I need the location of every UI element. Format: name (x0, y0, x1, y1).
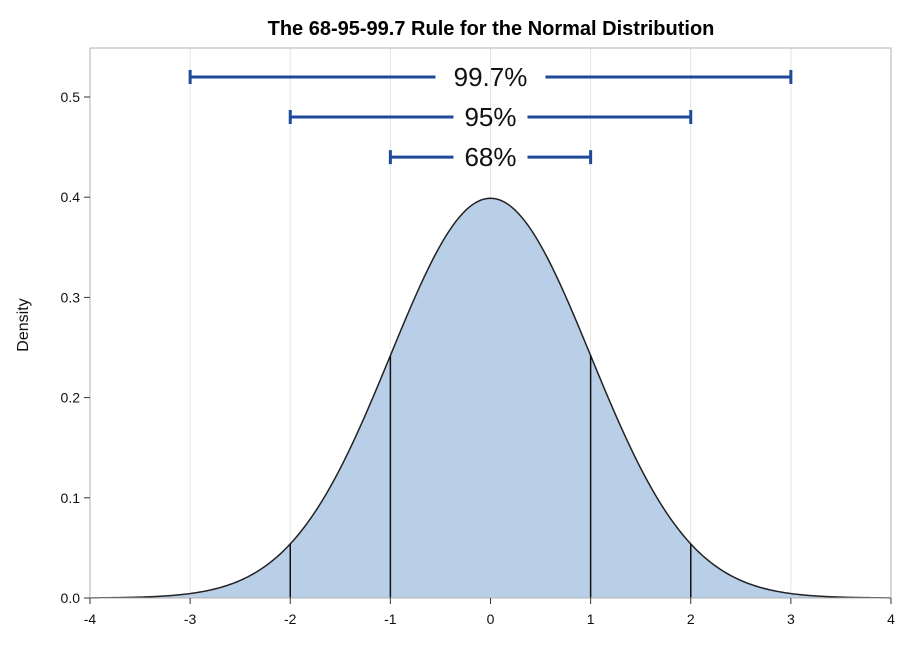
interval-label: 68% (464, 142, 516, 172)
reference-lines (289, 355, 692, 598)
density-curve (89, 197, 892, 599)
y-tick-label: 0.0 (61, 590, 81, 606)
y-axis-label: Density (15, 298, 32, 351)
x-tick-label: 4 (887, 611, 895, 627)
x-tick-label: 2 (687, 611, 695, 627)
interval-label: 95% (464, 102, 516, 132)
y-tick-label: 0.1 (61, 490, 81, 506)
y-tick-label: 0.3 (61, 289, 81, 305)
x-tick-label: -3 (184, 611, 197, 627)
x-tick-label: -1 (384, 611, 397, 627)
interval-brackets: 99.7% 95% 68% (188, 62, 793, 172)
y-axis: 0.0 0.1 0.2 0.3 0.4 0.5 (61, 89, 90, 606)
interval-label: 99.7% (454, 62, 528, 92)
x-axis: -4 -3 -2 -1 0 1 2 3 4 (84, 598, 895, 627)
density-fill (90, 198, 891, 599)
interval-99-7-pct: 99.7% (188, 62, 793, 92)
y-tick-label: 0.5 (61, 89, 81, 105)
density-area-layer (89, 197, 892, 599)
y-tick-label: 0.2 (61, 390, 81, 406)
x-tick-label: -4 (84, 611, 97, 627)
x-tick-label: 0 (487, 611, 495, 627)
x-tick-label: -2 (284, 611, 297, 627)
grid-lines (189, 48, 792, 598)
y-tick-label: 0.4 (61, 189, 81, 205)
chart-title: The 68-95-99.7 Rule for the Normal Distr… (268, 18, 715, 40)
x-tick-label: 3 (787, 611, 795, 627)
interval-68-pct: 68% (388, 142, 593, 172)
x-tick-label: 1 (587, 611, 595, 627)
interval-95-pct: 95% (288, 102, 693, 132)
